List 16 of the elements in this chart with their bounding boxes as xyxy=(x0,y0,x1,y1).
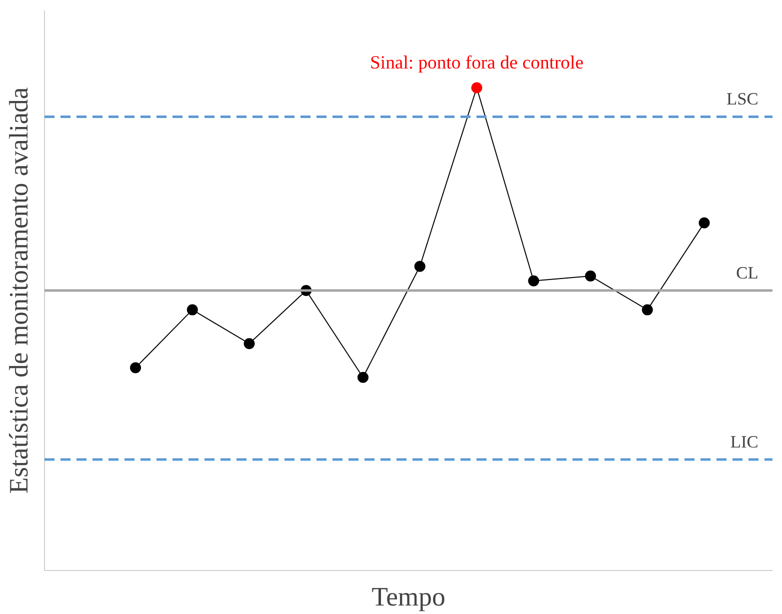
point xyxy=(585,270,596,282)
ref-line-label: CL xyxy=(736,264,758,282)
point xyxy=(186,304,198,316)
point xyxy=(358,372,368,383)
point xyxy=(244,338,255,350)
annotation: Sinal: ponto fora de controle xyxy=(370,52,584,74)
point xyxy=(528,275,540,286)
point xyxy=(414,260,426,272)
point xyxy=(642,304,653,316)
point xyxy=(698,217,710,228)
y-axis-title: Estatística de monitoramento avaliada xyxy=(4,87,34,494)
point xyxy=(130,362,141,374)
ref-line-label: LIC xyxy=(730,432,758,452)
x-axis-title: Tempo xyxy=(372,582,446,612)
ref-line-label: LSC xyxy=(726,90,758,109)
point xyxy=(471,82,482,94)
